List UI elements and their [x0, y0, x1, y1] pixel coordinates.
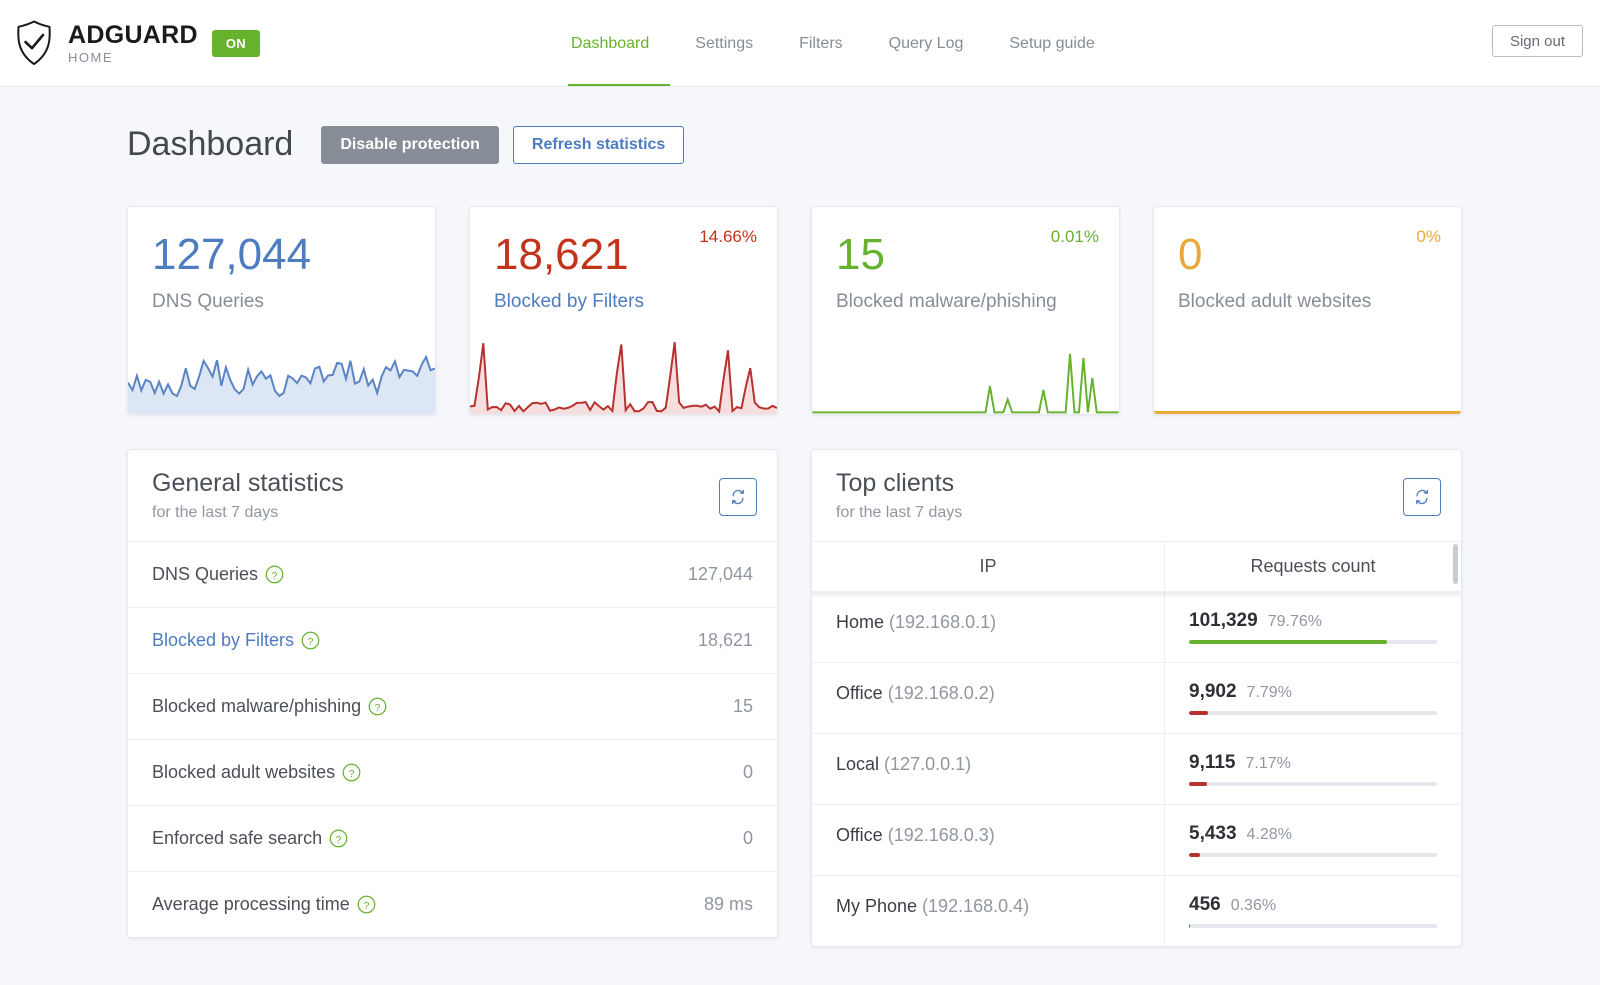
svg-text:?: ? — [349, 769, 355, 780]
svg-text:?: ? — [308, 637, 314, 648]
svg-text:?: ? — [375, 703, 381, 714]
svg-text:?: ? — [336, 835, 342, 846]
svg-text:?: ? — [272, 571, 278, 582]
svg-text:?: ? — [363, 901, 369, 912]
